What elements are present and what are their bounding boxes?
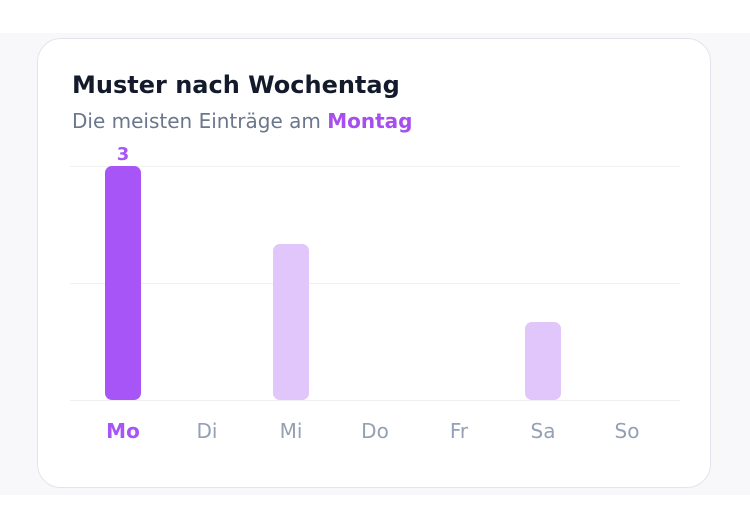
- bar-mi: [273, 244, 309, 400]
- x-label-mi: Mi: [280, 419, 303, 443]
- card-title: Muster nach Wochentag: [72, 71, 400, 99]
- x-label-sa: Sa: [531, 419, 556, 443]
- weekday-pattern-card: Muster nach Wochentag Die meisten Einträ…: [37, 38, 711, 488]
- chart-value-labels: 3: [117, 144, 130, 165]
- x-label-mo: Mo: [106, 419, 140, 443]
- x-label-fr: Fr: [450, 419, 469, 443]
- chart-bars: [105, 166, 561, 400]
- value-label-mo: 3: [117, 144, 130, 165]
- bar-sa: [525, 322, 561, 400]
- x-label-so: So: [615, 419, 640, 443]
- x-label-di: Di: [197, 419, 218, 443]
- chart-x-axis-labels: Mo Di Mi Do Fr Sa So: [106, 419, 639, 443]
- card-subtitle: Die meisten Einträge am Montag: [72, 109, 412, 133]
- subtitle-highlight-day: Montag: [327, 109, 413, 133]
- chart-gridlines: [70, 166, 680, 401]
- x-label-do: Do: [361, 419, 389, 443]
- bar-mo: [105, 166, 141, 400]
- subtitle-text: Die meisten Einträge am: [72, 109, 321, 133]
